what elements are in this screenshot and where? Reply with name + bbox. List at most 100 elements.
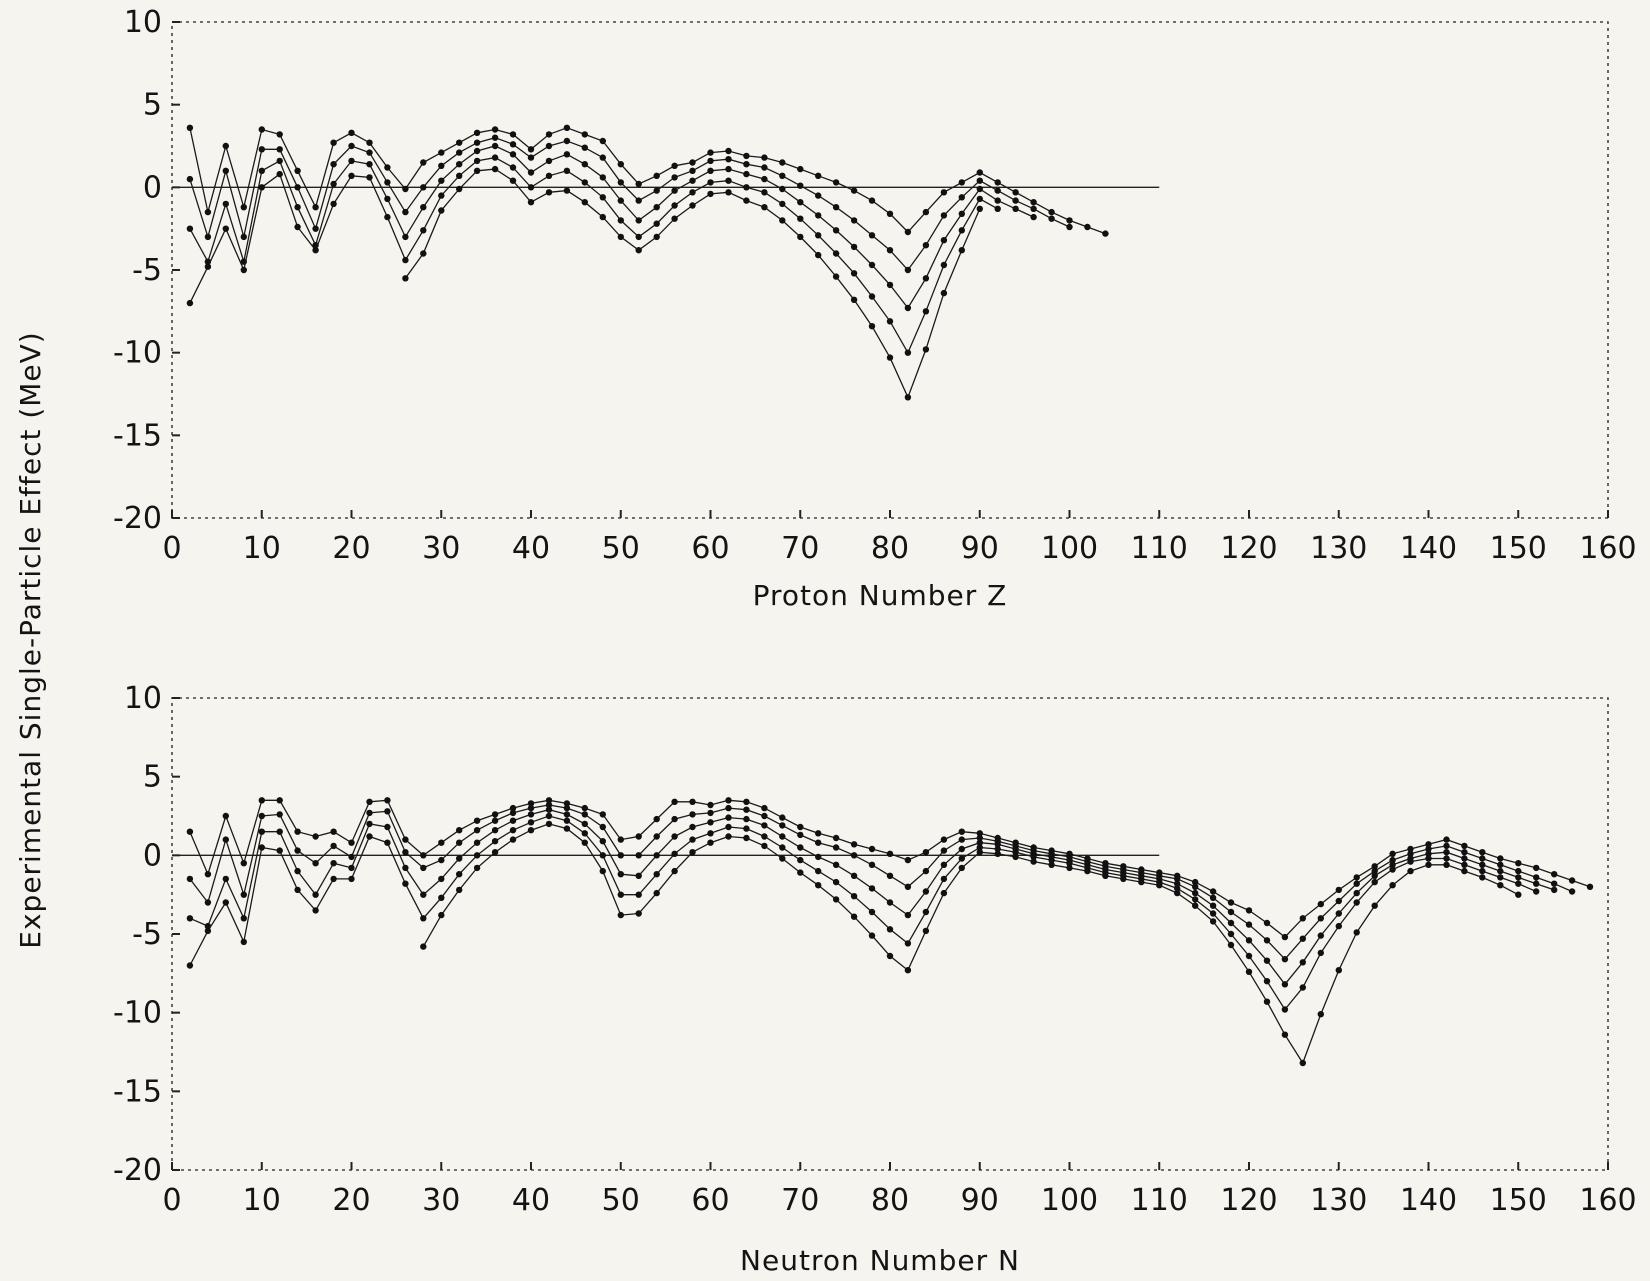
proton-series-5-point xyxy=(958,247,965,254)
neutron-series-1-point xyxy=(1263,919,1271,927)
proton-series-4-point xyxy=(258,184,265,191)
neutron-series-1-point xyxy=(563,800,571,807)
neutron-series-2-point xyxy=(240,891,247,898)
proton-series-5-point xyxy=(689,202,696,209)
proton-series-4-point xyxy=(222,225,229,232)
neutron-series-5-point xyxy=(1281,1031,1289,1038)
proton-series-1-point xyxy=(940,189,948,196)
neutron-x-tick-label: 10 xyxy=(243,1183,281,1218)
proton-series-2-point xyxy=(563,137,571,145)
proton-series-3-point xyxy=(438,177,445,184)
proton-series-2-point xyxy=(348,142,355,150)
neutron-series-2-point xyxy=(653,833,660,840)
neutron-series-5-point xyxy=(1299,1059,1307,1067)
neutron-series-2-point xyxy=(1192,883,1199,890)
neutron-series-2-point xyxy=(922,867,930,875)
proton-x-tick-label: 90 xyxy=(961,531,999,566)
neutron-series-4-point xyxy=(976,844,983,851)
neutron-series-4-point xyxy=(384,839,391,846)
proton-series-1-point xyxy=(868,197,876,204)
neutron-series-1-point xyxy=(671,798,678,805)
neutron-series-4-point xyxy=(1371,878,1378,886)
proton-series-2-point xyxy=(635,197,642,204)
neutron-series-3-point xyxy=(815,853,822,861)
neutron-series-1-point xyxy=(850,841,858,848)
proton-series-5-point xyxy=(438,207,445,214)
neutron-series-1-point xyxy=(1515,860,1522,867)
proton-series-3-point xyxy=(653,204,660,211)
proton-series-4-point xyxy=(240,266,247,274)
proton-series-4-point xyxy=(348,172,355,179)
proton-series-2-point xyxy=(258,146,265,153)
proton-series-3-point xyxy=(958,210,965,217)
neutron-series-5-point xyxy=(958,864,965,872)
neutron-series-1-point xyxy=(330,828,337,835)
proton-series-3-point xyxy=(1030,213,1037,221)
neutron-series-1-point xyxy=(312,833,319,840)
neutron-series-1-point xyxy=(815,830,822,837)
proton-series-4-point xyxy=(276,170,283,178)
neutron-series-1-point xyxy=(922,849,930,856)
neutron-series-5-point xyxy=(635,910,642,917)
neutron-series-5-point xyxy=(1209,918,1217,925)
proton-x-tick-label: 110 xyxy=(1131,531,1188,566)
neutron-series-1-point xyxy=(294,828,301,835)
neutron-series-3-point xyxy=(635,872,642,879)
neutron-series-2-point xyxy=(815,839,822,846)
proton-series-1-point xyxy=(348,129,355,136)
neutron-series-5-point xyxy=(1138,878,1145,886)
proton-series-2-point xyxy=(850,217,858,224)
neutron-series-3-point xyxy=(330,860,337,867)
proton-series-5-point xyxy=(456,185,463,193)
neutron-series-5-point xyxy=(1389,882,1396,889)
proton-series-1-point xyxy=(1102,230,1109,237)
neutron-series-3-point xyxy=(1515,874,1522,881)
neutron-series-2-point xyxy=(1227,908,1235,916)
neutron-series-3-point xyxy=(294,867,301,875)
neutron-series-1-point xyxy=(240,860,247,867)
proton-series-4-point xyxy=(635,233,642,241)
proton-series-3-point xyxy=(815,212,822,219)
neutron-plot-frame xyxy=(171,697,1609,1171)
proton-x-tick-label: 10 xyxy=(243,531,281,566)
neutron-series-1-point xyxy=(707,801,714,809)
proton-series-3-point xyxy=(671,187,678,194)
proton-series-4-point xyxy=(743,184,750,191)
neutron-x-tick-label: 80 xyxy=(871,1183,909,1218)
neutron-series-4-point xyxy=(1443,855,1450,862)
proton-series-2-point xyxy=(922,242,930,249)
neutron-series-1-point xyxy=(420,852,427,859)
neutron-series-3-point xyxy=(940,861,948,868)
proton-series-5-point xyxy=(509,177,517,184)
neutron-series-5-point xyxy=(1245,968,1253,975)
neutron-series-2-point xyxy=(886,872,894,879)
proton-series-1-point xyxy=(653,172,660,179)
neutron-series-3-point xyxy=(994,841,1001,848)
neutron-series-5-point xyxy=(545,820,553,828)
neutron-series-3-point xyxy=(868,885,876,892)
neutron-series-4-point xyxy=(1425,855,1432,862)
neutron-series-3-point xyxy=(509,817,517,824)
proton-series-5-point xyxy=(617,233,624,241)
neutron-series-1-point xyxy=(491,811,499,818)
proton-series-1-point xyxy=(1012,189,1019,196)
neutron-series-5-point xyxy=(1407,867,1414,875)
neutron-x-tick-label: 110 xyxy=(1131,1183,1188,1218)
proton-series-1-point xyxy=(384,164,391,171)
neutron-x-tick-label: 60 xyxy=(691,1183,729,1218)
neutron-series-3-point xyxy=(384,823,391,831)
neutron-series-5-point xyxy=(1497,882,1504,889)
proton-series-1-point xyxy=(222,142,229,150)
neutron-series-2-point xyxy=(761,812,768,820)
proton-series-2-point xyxy=(204,233,212,241)
neutron-series-4-point xyxy=(222,899,229,906)
proton-series-3-point xyxy=(797,199,804,206)
neutron-series-3-point xyxy=(743,815,750,823)
neutron-series-4-point xyxy=(1209,910,1217,917)
neutron-series-2-point xyxy=(312,860,319,867)
neutron-series-1-point xyxy=(384,797,391,804)
neutron-y-tick-label: 5 xyxy=(143,760,162,795)
neutron-series-3-point xyxy=(1335,910,1343,917)
neutron-series-5-point xyxy=(509,836,517,843)
